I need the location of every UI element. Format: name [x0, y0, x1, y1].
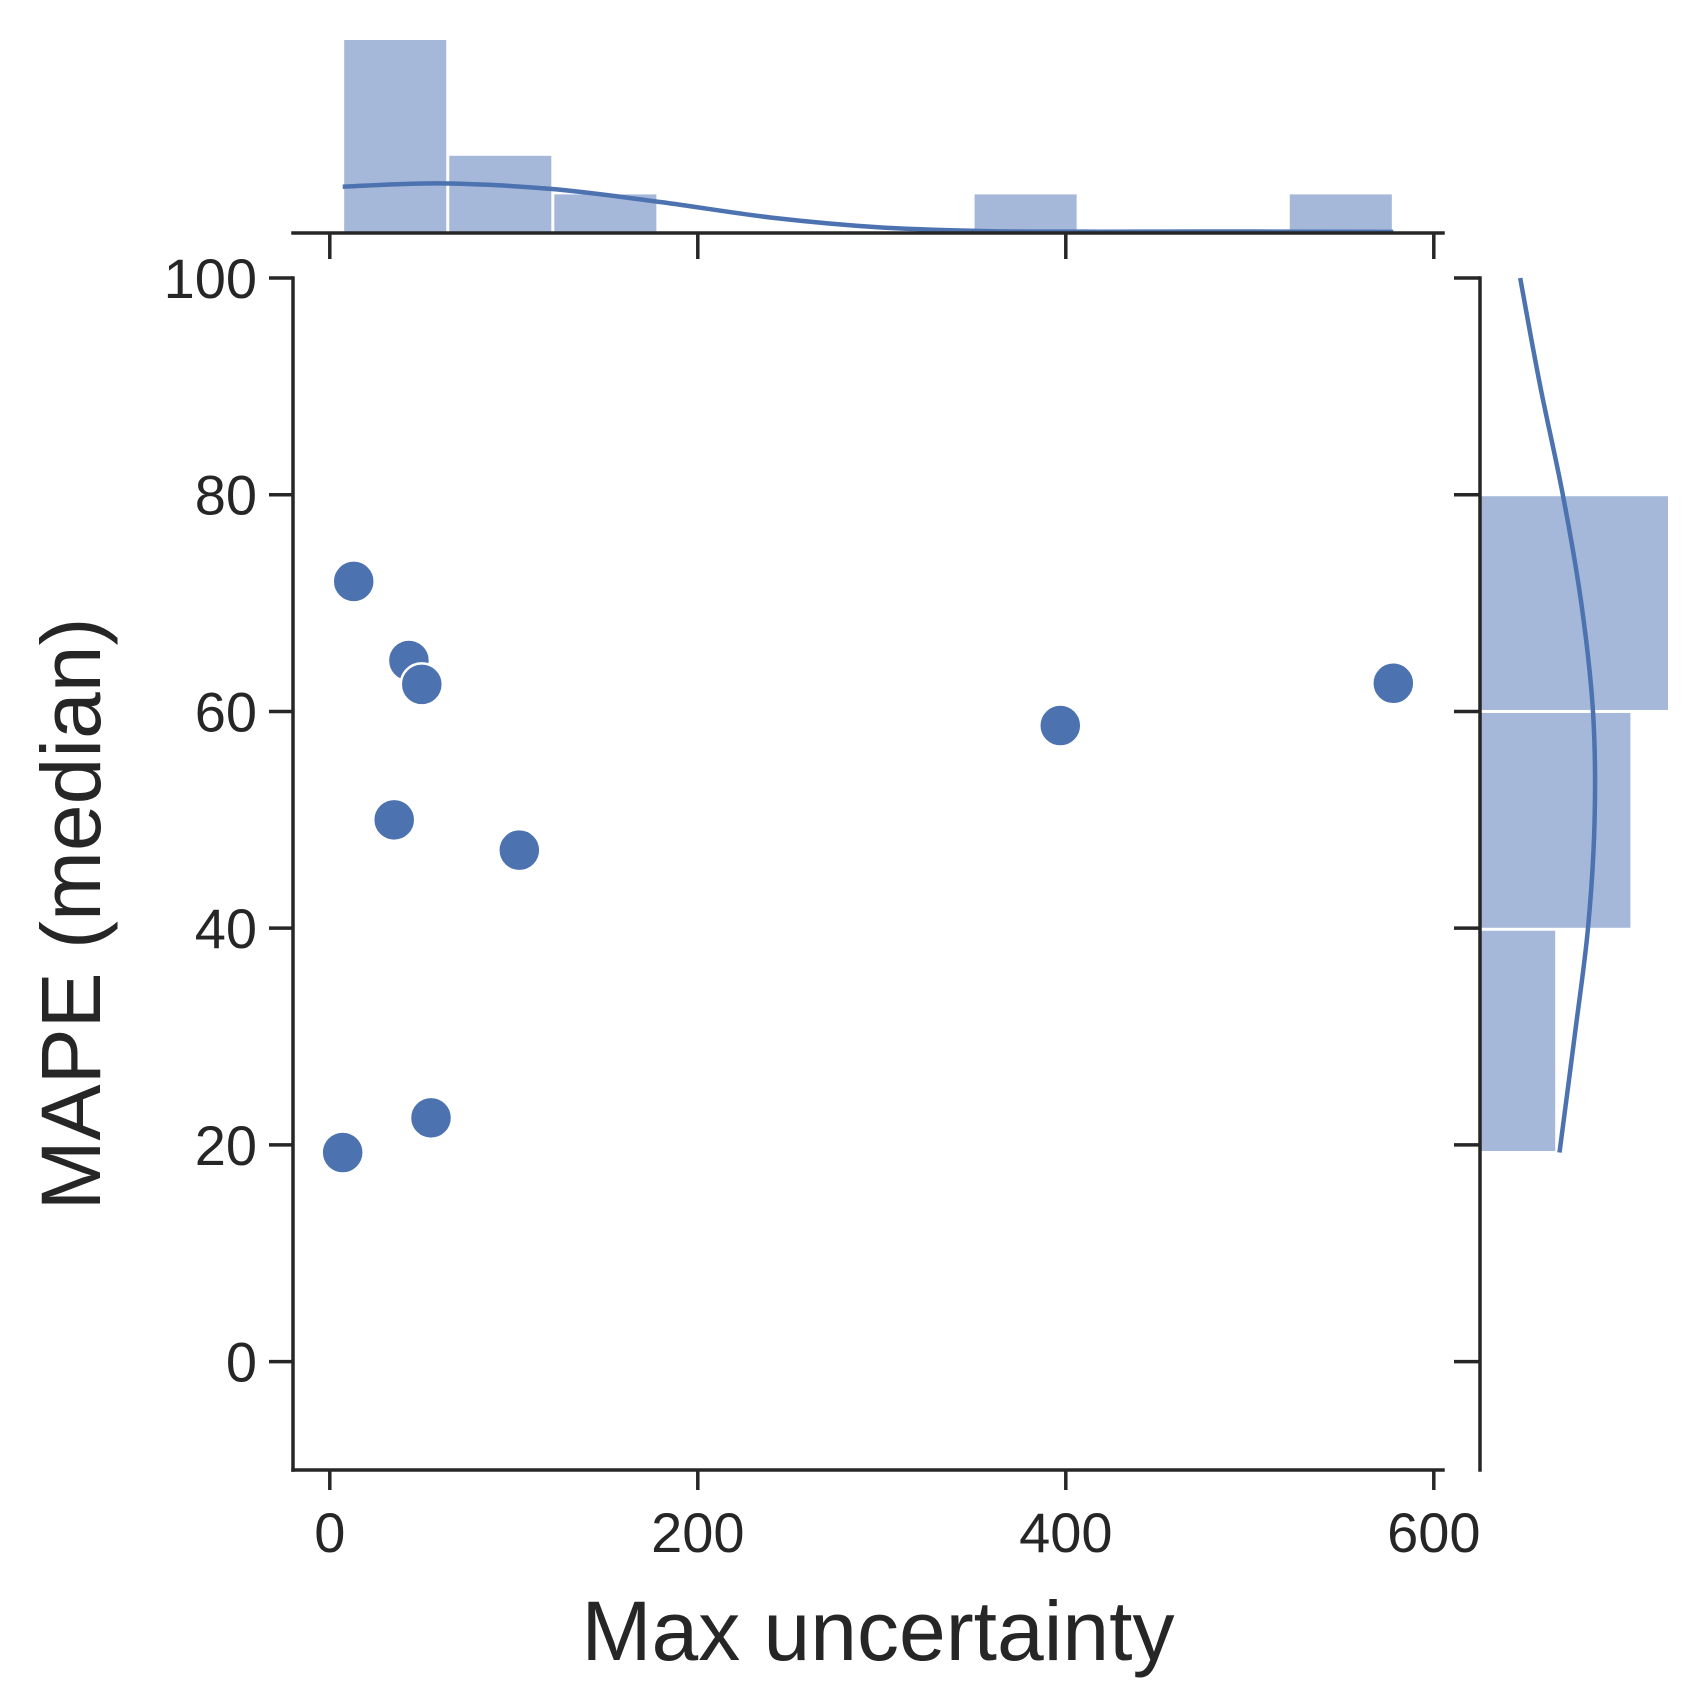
right-marginal-kde-curve	[1517, 277, 1598, 1153]
scatter-point	[497, 827, 542, 873]
right-hist-bar	[1480, 496, 1668, 710]
top-hist-bar	[449, 155, 552, 233]
scatter-point	[331, 559, 376, 604]
y-tick-label: 100	[164, 247, 257, 310]
x-tick-label: 600	[1387, 1501, 1480, 1564]
x-tick-label: 0	[314, 1501, 345, 1564]
x-axis-label: Max uncertainty	[582, 1584, 1175, 1678]
right-marginal-histogram	[1454, 276, 1668, 1472]
top-hist-bar	[1289, 194, 1392, 233]
right-hist-bar	[1480, 712, 1631, 928]
scatter-point	[1038, 703, 1083, 748]
top-marginal-histogram	[291, 40, 1445, 259]
scatter-point	[399, 662, 445, 707]
x-tick-label: 400	[1019, 1501, 1112, 1564]
y-tick-label: 80	[195, 464, 257, 527]
scatter-point	[1371, 661, 1416, 706]
y-tick-label: 0	[226, 1331, 257, 1394]
scatter-point	[371, 797, 417, 843]
scatter-point	[320, 1130, 365, 1175]
y-tick-label: 60	[195, 680, 257, 743]
x-tick-label: 200	[651, 1501, 744, 1564]
right-hist-bar	[1480, 930, 1556, 1151]
y-tick-label: 40	[195, 897, 257, 960]
top-hist-bar	[974, 194, 1077, 233]
y-tick-label: 20	[195, 1114, 257, 1177]
top-hist-bar	[344, 40, 447, 233]
scatter-point	[408, 1095, 454, 1141]
y-axis-label: MAPE (median)	[24, 618, 118, 1211]
